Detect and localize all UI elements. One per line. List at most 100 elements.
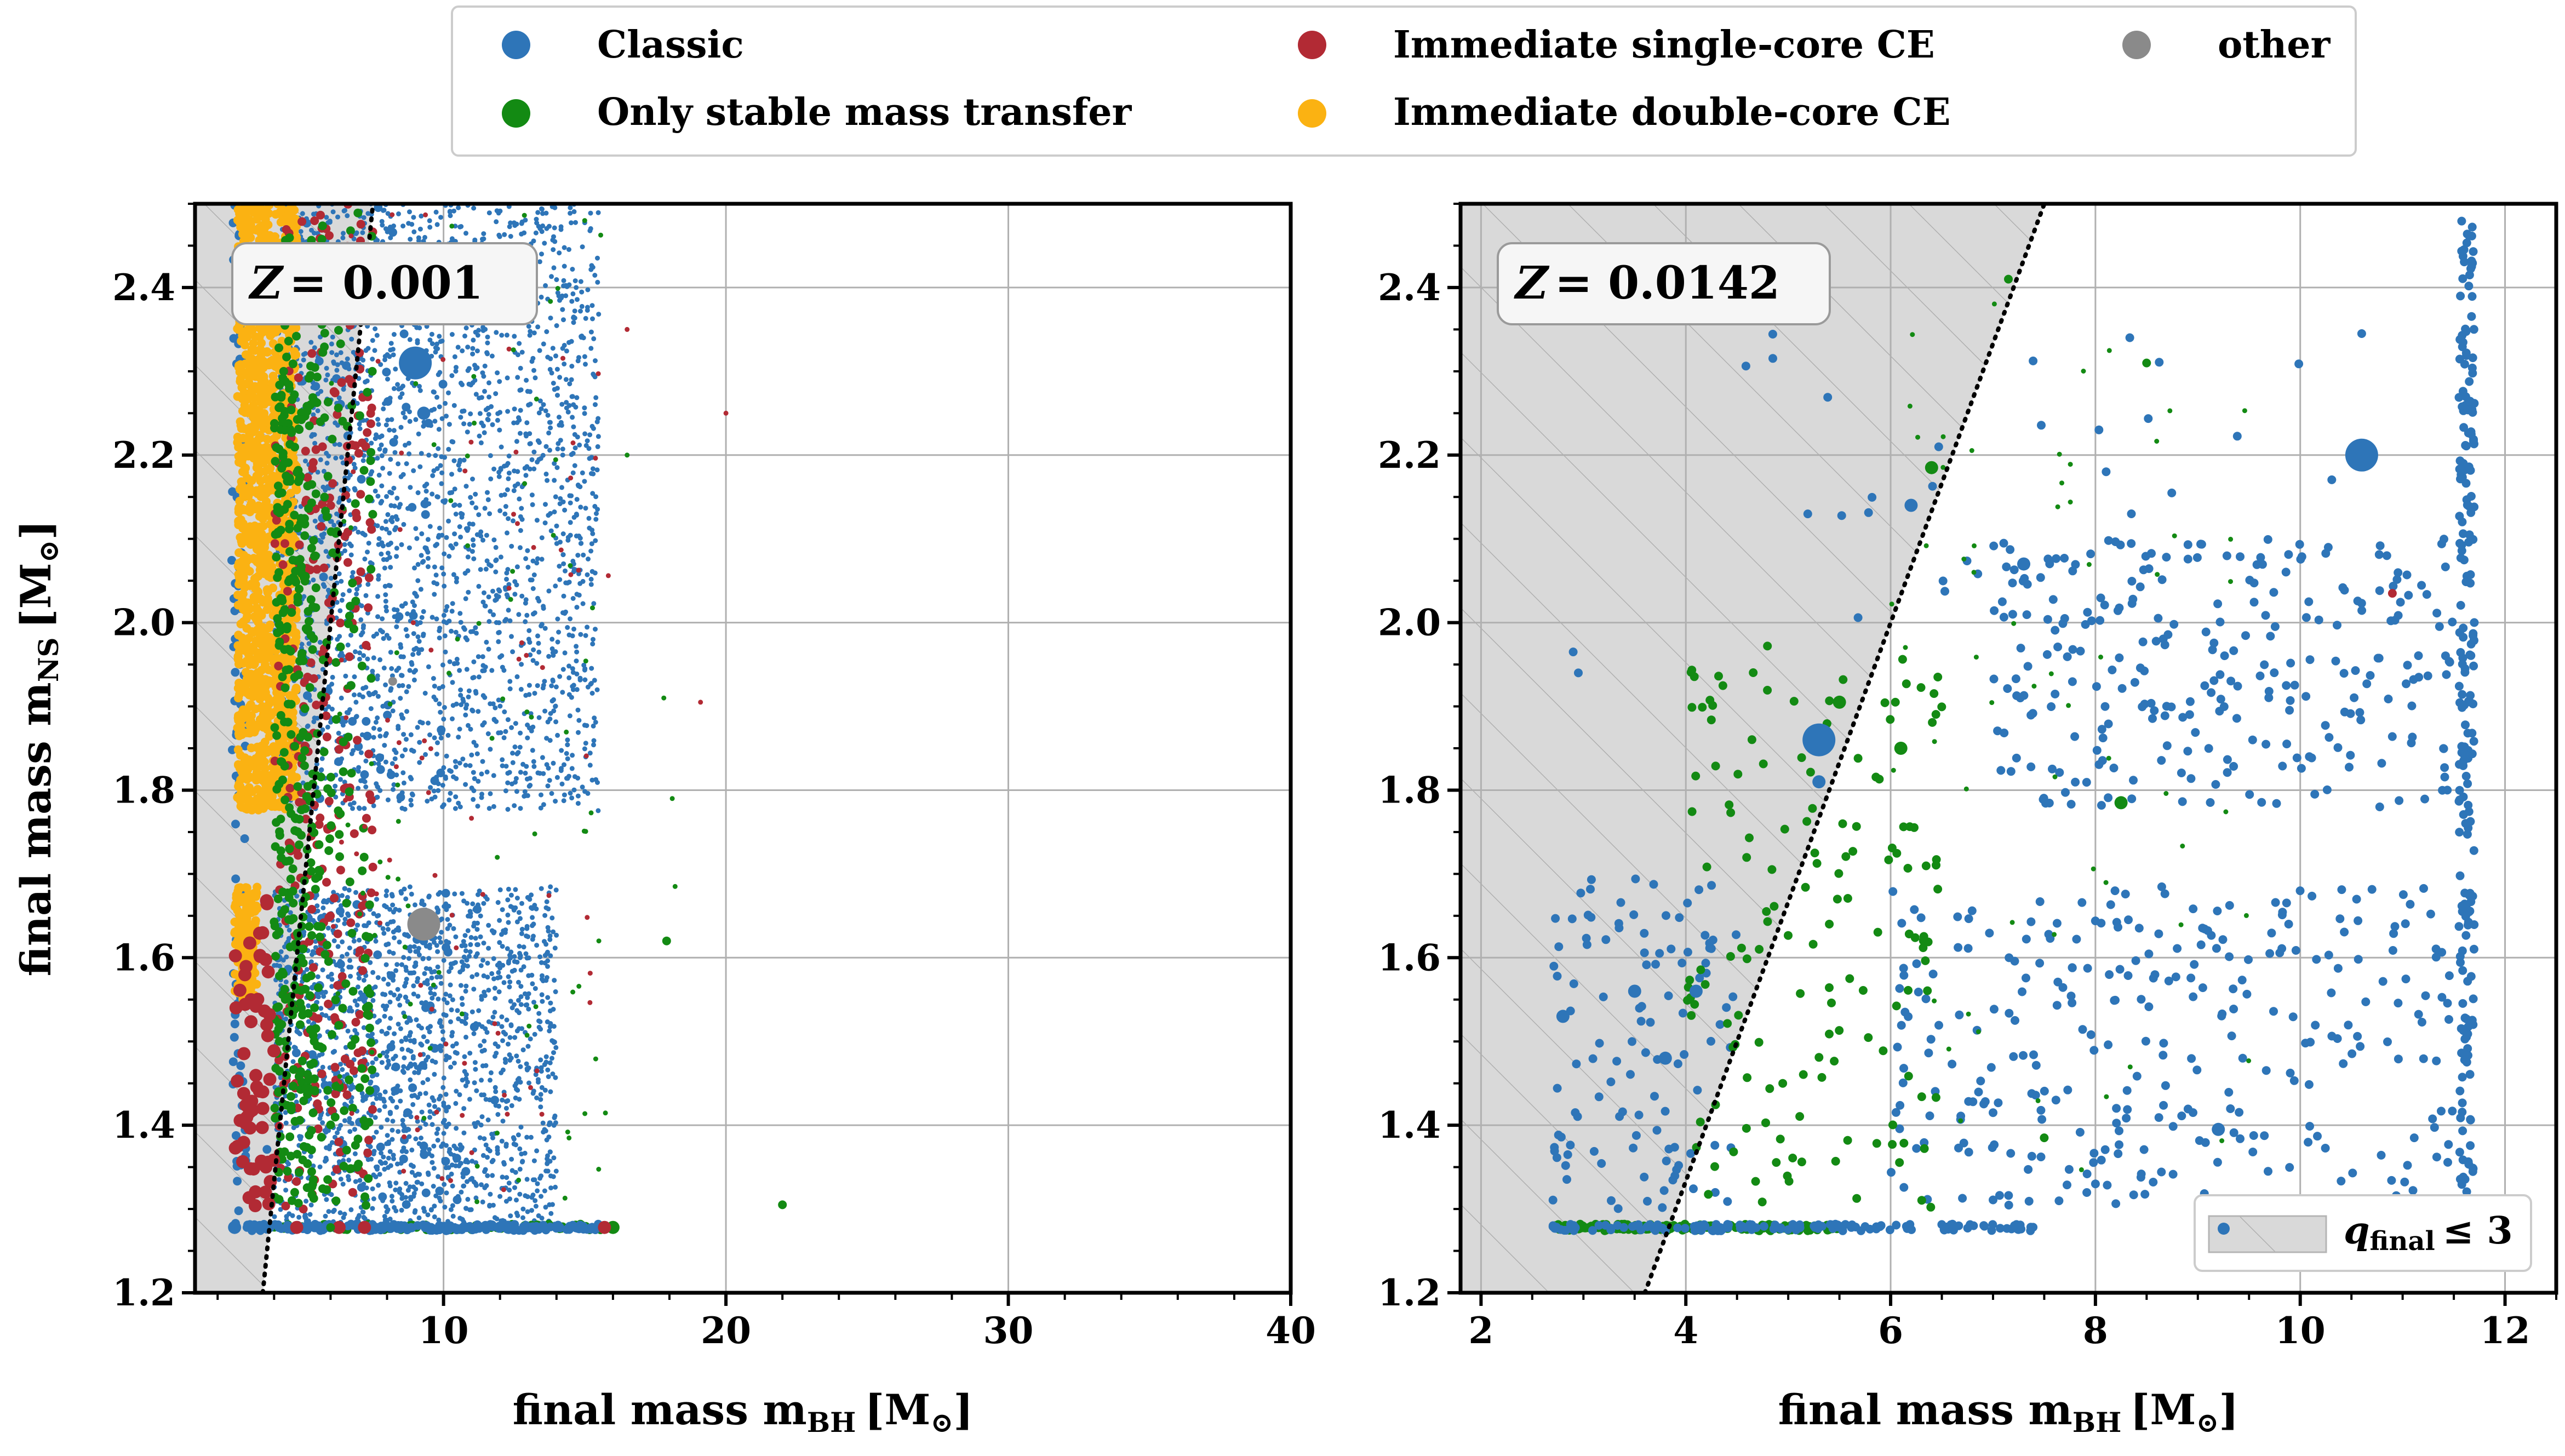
- left-point-classic-1134: [588, 346, 594, 351]
- left-point-classic-814: [537, 398, 543, 404]
- left-point-classic-3832: [486, 988, 491, 993]
- left-point-classic-3878: [302, 1215, 308, 1220]
- left-point-classic-3999: [468, 942, 473, 947]
- left-point-classic-3076: [497, 940, 502, 945]
- left-point-classic-54: [431, 676, 436, 681]
- left-point-classic-1544: [339, 598, 345, 603]
- left-point-classic-18: [410, 652, 416, 657]
- left-point-classic-3088: [313, 939, 318, 944]
- left-point-classic-2309: [459, 891, 465, 896]
- left-point-classic-318: [529, 492, 535, 498]
- left-point-classic-1398: [391, 332, 397, 337]
- left-point-classic-1800: [576, 592, 582, 598]
- left-point-classic-3904: [299, 1134, 304, 1139]
- left-point-classic-2104: [548, 316, 553, 321]
- left-point-classic-1113: [575, 297, 580, 302]
- left-point-classic-1785: [526, 637, 531, 642]
- left-point-classic-3323: [383, 1007, 388, 1012]
- left-point-classic-3501: [432, 1203, 437, 1209]
- left-point-classic-1321: [401, 521, 406, 527]
- left-point-classic-3791: [514, 1008, 520, 1013]
- left-point-classic-2765: [493, 1041, 498, 1047]
- left-point-classic-4109: [391, 1062, 400, 1071]
- left-point-classic-3291: [375, 1019, 380, 1025]
- left-point-classic-944: [488, 747, 493, 752]
- left-point-classic-261: [553, 353, 558, 359]
- left-point-classic-289: [545, 783, 551, 789]
- left-point-classic-826: [398, 502, 403, 507]
- left-point-classic-3407: [388, 919, 393, 925]
- left-point-classic-16: [542, 679, 547, 684]
- left-point-classic-954: [523, 431, 529, 437]
- left-point-classic-877: [385, 376, 390, 382]
- left-point-classic-1021: [330, 334, 335, 340]
- left-point-classic-3218: [531, 1000, 536, 1005]
- left-point-immediate-double-core-ce-4843: [268, 371, 278, 381]
- left-point-classic-2260: [590, 466, 596, 472]
- left-point-classic-1831: [390, 515, 395, 520]
- left-point-classic-2528: [370, 1186, 375, 1191]
- left-point-classic-3220: [451, 1061, 457, 1066]
- left-point-classic-1508: [565, 535, 571, 540]
- left-point-classic-2414: [357, 937, 362, 943]
- left-point-classic-3286: [383, 1204, 389, 1209]
- left-point-classic-1708: [518, 431, 523, 436]
- left-point-classic-1182: [509, 634, 514, 639]
- left-point-classic-2094: [362, 779, 368, 784]
- left-point-classic-1935: [407, 419, 413, 424]
- left-point-classic-1772: [383, 731, 389, 736]
- left-point-classic-1739: [409, 776, 414, 782]
- left-point-classic-1978: [324, 621, 329, 626]
- left-point-classic-3021: [430, 1122, 435, 1127]
- left-point-classic-1013: [440, 662, 445, 668]
- left-point-classic-3403: [434, 905, 440, 910]
- left-point-classic-2219: [519, 593, 525, 599]
- left-point-classic-2986: [524, 1066, 530, 1071]
- left-point-classic-1558: [548, 425, 553, 431]
- left-point-classic-377: [571, 626, 576, 632]
- left-point-classic-780: [358, 617, 364, 622]
- left-point-classic-46: [591, 601, 597, 606]
- left-point-classic-1064: [456, 205, 461, 210]
- left-point-classic-3805: [347, 1116, 352, 1121]
- left-point-classic-4106: [441, 1157, 450, 1166]
- left-point-classic-3327: [447, 922, 453, 928]
- left-point-classic-1998: [462, 627, 467, 632]
- left-point-classic-704: [445, 732, 451, 738]
- left-point-classic-1899: [493, 598, 498, 603]
- left-point-classic-3961: [511, 1135, 516, 1140]
- left-point-classic-568: [596, 808, 601, 813]
- left-point-classic-652: [510, 750, 515, 756]
- left-point-classic-3908: [387, 949, 392, 955]
- left-point-classic-573: [330, 209, 336, 215]
- left-point-classic-3060: [411, 991, 416, 997]
- left-point-classic-2628: [513, 887, 518, 892]
- left-point-classic-20: [512, 592, 518, 597]
- left-point-classic-2084: [373, 326, 378, 331]
- left-point-classic-4114: [376, 1142, 385, 1151]
- left-point-classic-2427: [517, 944, 522, 949]
- left-point-classic-0: [578, 505, 583, 510]
- left-point-classic-1981: [470, 537, 476, 542]
- left-point-classic-1070: [519, 517, 525, 522]
- left-point-classic-2319: [486, 945, 491, 951]
- left-point-classic-1458: [457, 611, 463, 616]
- left-point-classic-4023: [396, 793, 405, 802]
- left-point-classic-365: [582, 354, 587, 359]
- left-point-classic-758: [325, 724, 330, 730]
- left-point-classic-2298: [378, 500, 383, 506]
- left-point-classic-2624: [539, 886, 544, 891]
- left-point-classic-1067: [554, 277, 559, 282]
- left-point-classic-3753: [539, 1194, 543, 1199]
- left-point-classic-2430: [534, 943, 540, 948]
- left-point-classic-4090: [461, 1167, 471, 1176]
- left-point-classic-717: [515, 375, 520, 380]
- left-point-classic-3394: [425, 1054, 431, 1060]
- left-point-classic-1546: [579, 303, 585, 309]
- left-point-classic-3978: [416, 952, 422, 958]
- left-point-classic-696: [485, 497, 491, 502]
- left-point-classic-1871: [449, 332, 455, 337]
- left-point-classic-1729: [582, 677, 588, 683]
- left-point-classic-2805: [478, 963, 484, 968]
- left-point-classic-1550: [411, 631, 416, 637]
